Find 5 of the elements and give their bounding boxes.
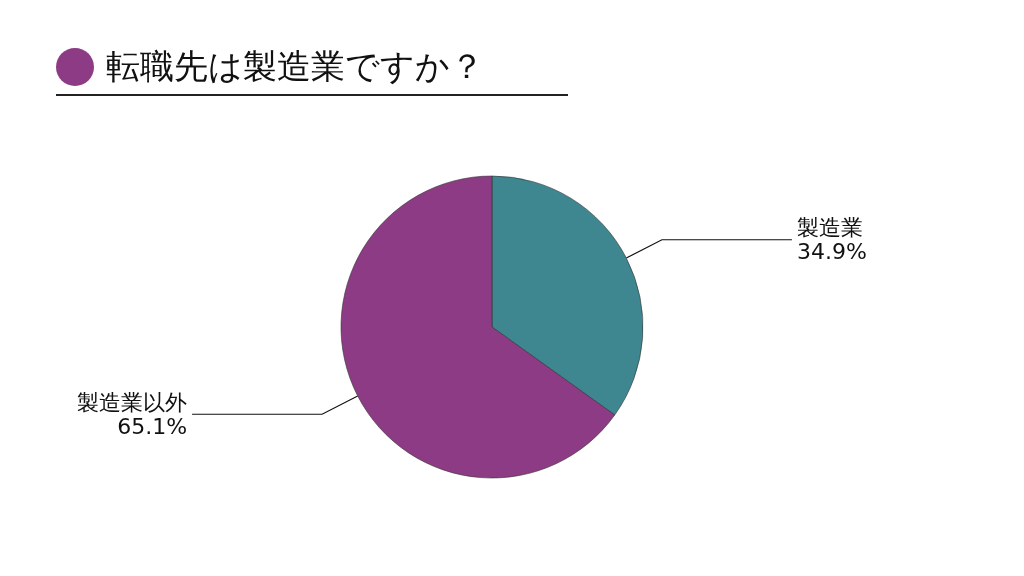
data-label: 34.9% (796, 239, 867, 265)
chart-title: 転職先は製造業ですか？ (106, 45, 484, 88)
slice-label: 製造業以外 (77, 389, 188, 415)
slice-label: 製造業 (796, 215, 863, 241)
data-label: 65.1% (117, 413, 188, 439)
